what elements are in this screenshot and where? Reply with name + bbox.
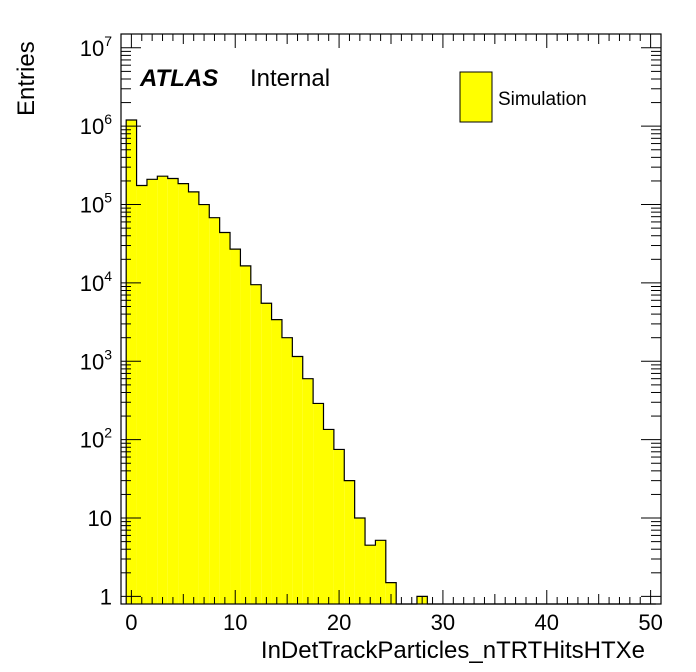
x-axis-ticks: 0 10 20 30 40 50 (125, 34, 663, 635)
histogram-bar (146, 179, 158, 604)
x-tick-label: 40 (535, 610, 559, 635)
histogram-bar (219, 232, 231, 604)
histogram-bar (209, 217, 220, 605)
histogram-bar (302, 378, 314, 604)
histogram-bar (167, 178, 179, 604)
histogram-bar (271, 319, 282, 604)
y-tick-label: 105 (80, 190, 112, 218)
y-tick-label: 103 (80, 346, 112, 374)
legend-label: Simulation (498, 89, 587, 110)
histogram-bar (323, 429, 334, 604)
legend-swatch (459, 71, 493, 123)
histogram-bar (198, 204, 210, 604)
histogram-bar (188, 191, 199, 604)
histogram-bar (240, 265, 251, 604)
histogram-bar (230, 249, 241, 604)
y-tick-label: 106 (80, 111, 112, 139)
y-axis-title: Entries (13, 41, 40, 116)
histogram-bar (178, 183, 189, 604)
histogram-bar (313, 403, 324, 604)
histogram-bar (250, 284, 262, 604)
histogram-bar (292, 356, 303, 604)
y-axis-ticks: 1 10 102 103 104 105 106 107 (80, 33, 661, 609)
histogram-bar (375, 540, 386, 604)
histogram-bar (136, 185, 147, 604)
internal-label: Internal (250, 65, 330, 92)
x-tick-label: 50 (638, 610, 662, 635)
histogram-bars (125, 119, 656, 605)
x-tick-label: 10 (223, 610, 247, 635)
y-tick-label: 107 (80, 33, 112, 61)
histogram-bar (126, 119, 137, 604)
y-tick-label: 104 (80, 268, 112, 296)
y-tick-label: 102 (80, 425, 112, 453)
histogram-bar (385, 582, 397, 604)
y-tick-label: 10 (88, 506, 112, 531)
x-tick-label: 30 (431, 610, 455, 635)
atlas-label: ATLAS (139, 65, 218, 92)
x-tick-label: 0 (125, 610, 137, 635)
histogram-bar (333, 449, 345, 604)
x-tick-label: 20 (327, 610, 351, 635)
x-axis-title: InDetTrackParticles_nTRTHitsHTXe (261, 637, 645, 664)
histogram-bar (344, 480, 355, 604)
histogram-bar (157, 176, 168, 604)
histogram-bar (354, 518, 366, 604)
y-tick-label: 1 (100, 584, 112, 609)
histogram-bar (261, 303, 272, 604)
histogram-bar (365, 545, 376, 604)
histogram-bar (281, 337, 293, 604)
